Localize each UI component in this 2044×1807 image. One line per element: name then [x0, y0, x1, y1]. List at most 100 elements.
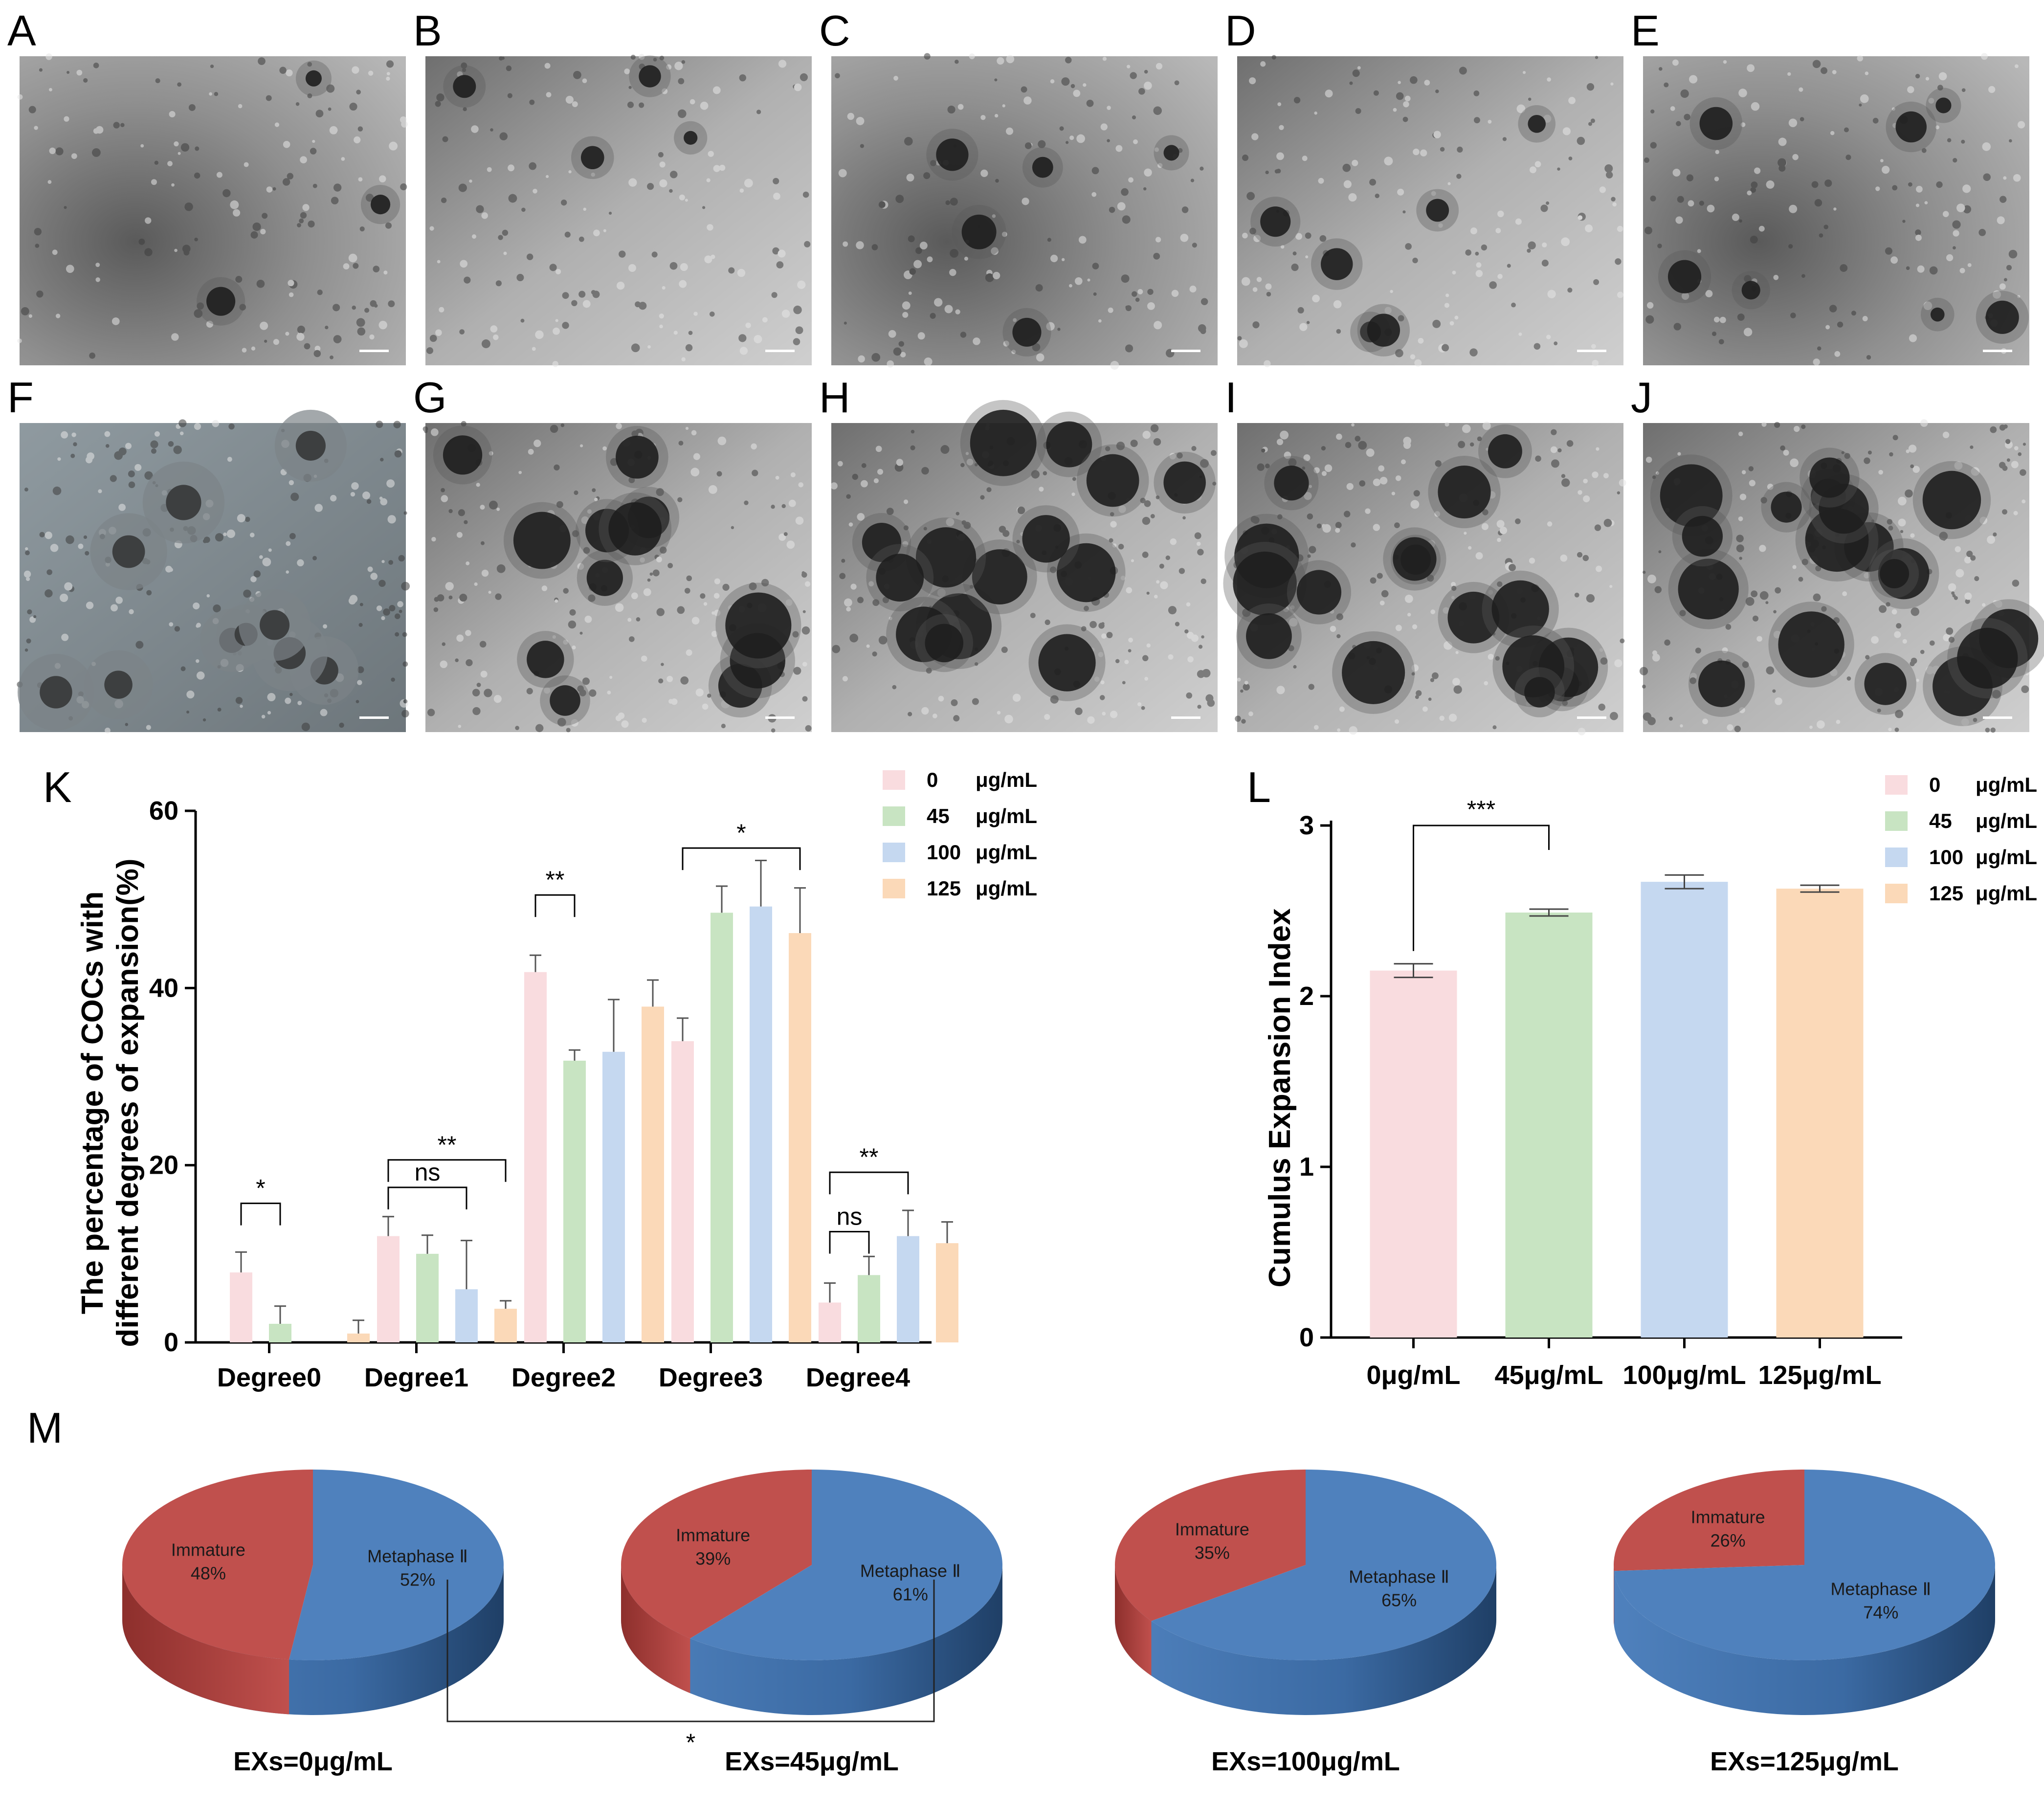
cell-speck	[1455, 651, 1459, 654]
pie-label-immature: Immature	[1691, 1507, 1765, 1527]
cell-speck	[1159, 563, 1164, 569]
cell-speck	[1862, 316, 1868, 321]
cell-speck	[209, 92, 213, 96]
cell-speck	[1897, 496, 1907, 506]
cell-speck	[1156, 580, 1160, 584]
cell-speck	[1965, 599, 1970, 604]
cell-speck	[1373, 524, 1380, 531]
cell-speck	[1864, 572, 1870, 579]
cell-speck	[1261, 448, 1266, 453]
cell-speck	[1241, 277, 1250, 286]
cell-speck	[380, 458, 384, 462]
cell-speck	[1488, 590, 1493, 595]
cell-speck	[684, 588, 690, 594]
cell-speck	[1816, 720, 1825, 729]
cell-speck	[615, 603, 624, 612]
cell-speck	[259, 555, 263, 559]
cell-speck	[1515, 218, 1522, 225]
cell-speck	[860, 144, 865, 148]
cell-speck	[1948, 637, 1955, 643]
cell-speck	[1790, 458, 1799, 468]
cell-speck	[926, 668, 932, 674]
cell-speck	[1295, 233, 1302, 240]
cell-speck	[169, 622, 174, 627]
cell-speck	[1615, 258, 1622, 265]
chart-l-legend-swatch	[1885, 775, 1908, 795]
cell-speck	[456, 634, 464, 642]
cell-speck	[1384, 307, 1392, 314]
cell-speck	[679, 194, 685, 201]
oocyte	[1491, 580, 1549, 638]
cell-speck	[1970, 445, 1974, 449]
cell-speck	[1293, 97, 1301, 104]
cell-speck	[1109, 206, 1115, 213]
cell-speck	[550, 424, 558, 433]
cell-speck	[1395, 719, 1400, 724]
cell-speck	[379, 175, 386, 182]
cell-speck	[893, 347, 902, 356]
cell-speck	[1305, 232, 1311, 239]
cell-speck	[1497, 273, 1503, 279]
cell-speck	[47, 180, 52, 184]
cell-speck	[944, 305, 953, 313]
cell-speck	[1829, 305, 1837, 312]
cell-speck	[351, 482, 359, 490]
cell-speck	[659, 324, 663, 329]
cell-speck	[908, 712, 912, 716]
cell-speck	[745, 322, 751, 328]
cell-speck	[312, 140, 315, 143]
cell-speck	[844, 598, 852, 607]
cell-speck	[980, 495, 985, 500]
cell-speck	[1351, 423, 1355, 427]
cell-speck	[1451, 585, 1457, 591]
cell-speck	[1305, 255, 1309, 259]
cell-speck	[681, 357, 686, 361]
cell-speck	[1265, 283, 1272, 290]
cell-speck	[722, 583, 730, 591]
cell-speck	[908, 291, 912, 295]
cell-speck	[716, 471, 722, 477]
cell-speck	[1482, 509, 1489, 515]
cell-speck	[1210, 450, 1217, 456]
cell-speck	[302, 204, 310, 211]
oocyte	[580, 146, 604, 170]
cell-speck	[439, 307, 444, 312]
chart-k-bar	[563, 1060, 586, 1342]
cell-speck	[394, 450, 402, 458]
cell-speck	[245, 516, 250, 522]
cell-speck	[476, 205, 484, 213]
cell-speck	[1452, 678, 1460, 686]
chart-k-significance-bracket	[387, 1159, 507, 1182]
cell-speck	[1070, 84, 1075, 89]
cell-speck	[1971, 467, 1980, 476]
cell-speck	[1509, 564, 1516, 571]
cell-speck	[1081, 626, 1087, 631]
scale-bar	[1983, 716, 2012, 719]
chart-k-legend-swatch	[883, 770, 905, 790]
cell-speck	[1646, 302, 1654, 309]
cell-speck	[357, 680, 362, 685]
cell-speck	[889, 616, 892, 621]
cell-speck	[429, 226, 434, 231]
cell-speck	[670, 171, 678, 178]
cell-speck	[1857, 55, 1864, 62]
chart-k-ytick-label: 0	[164, 1328, 178, 1357]
cell-speck	[838, 169, 847, 178]
cell-speck	[1253, 235, 1261, 243]
cell-speck	[71, 432, 76, 437]
cell-speck	[572, 645, 576, 650]
cell-speck	[775, 475, 779, 480]
cell-speck	[1961, 718, 1969, 726]
cell-speck	[911, 429, 915, 434]
cell-speck	[667, 563, 673, 569]
cell-speck	[28, 314, 33, 318]
cell-speck	[314, 504, 323, 512]
cell-speck	[1695, 647, 1701, 654]
cell-speck	[1842, 591, 1847, 597]
cell-speck	[841, 558, 845, 563]
cell-speck	[2022, 499, 2026, 504]
cell-speck	[1477, 436, 1482, 442]
cell-speck	[1395, 349, 1403, 357]
cell-speck	[744, 500, 749, 505]
